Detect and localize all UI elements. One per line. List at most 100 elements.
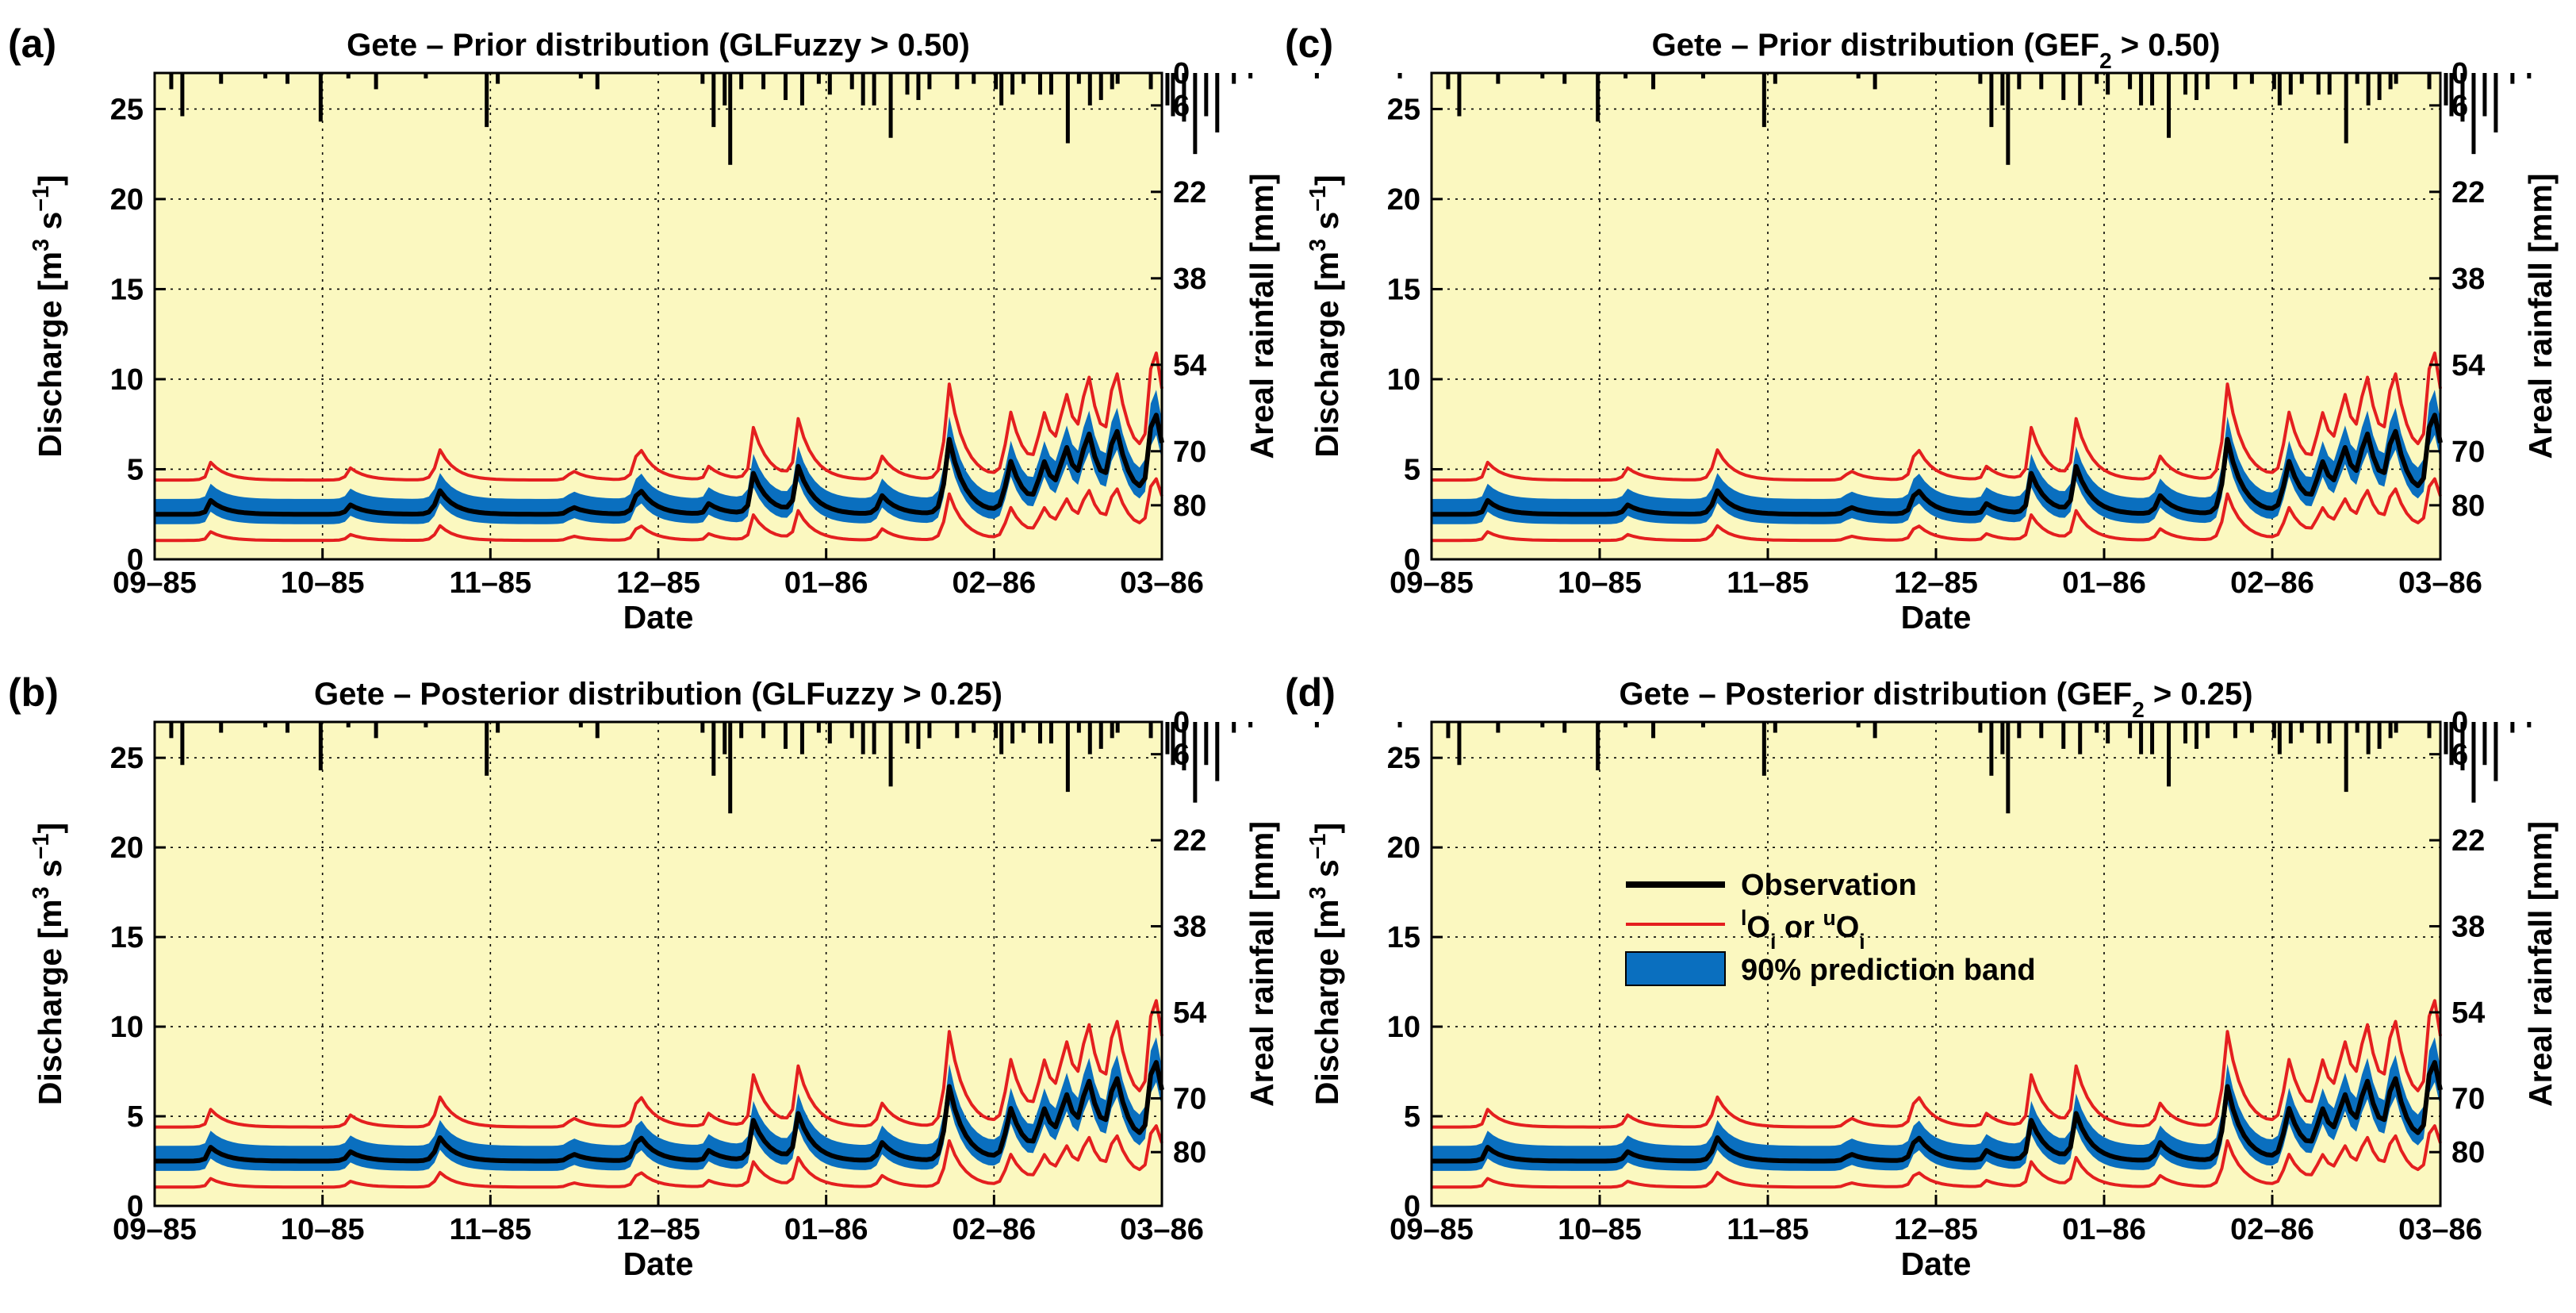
rainfall-bar — [728, 73, 733, 165]
rainfall-bar — [318, 73, 323, 122]
y2-axis-label: Areal rainfall [mm] — [1244, 174, 1280, 459]
rainfall-bar — [2388, 722, 2393, 739]
x-tick-label: 10–85 — [281, 566, 365, 600]
rainfall-bar — [711, 722, 716, 776]
rainfall-bar — [2167, 722, 2172, 787]
rainfall-bar — [927, 73, 932, 90]
y2-tick-label: 6 — [2451, 739, 2468, 772]
rainfall-bar — [1076, 73, 1081, 84]
y2-tick-label: 38 — [2451, 263, 2485, 296]
y2-tick-label: 70 — [2451, 436, 2485, 469]
rainfall-bar — [1562, 722, 1567, 733]
rainfall-bar — [799, 722, 804, 754]
rainfall-bar — [2377, 722, 2382, 749]
text-run: 2 — [2132, 697, 2145, 722]
rainfall-bar — [916, 73, 921, 101]
rainfall-bar — [180, 722, 185, 766]
rainfall-bar — [2150, 73, 2155, 106]
text-run: −1 — [1305, 833, 1331, 859]
rainfall-bar — [1065, 722, 1070, 793]
rainfall-bar — [999, 722, 1004, 754]
y-tick-label: 25 — [110, 93, 144, 126]
rainfall-bar — [2061, 722, 2066, 749]
rainfall-bar — [1232, 722, 1236, 733]
rainfall-bar — [219, 722, 224, 733]
rainfall-bar — [1700, 73, 1705, 79]
rainfall-bar — [2150, 722, 2155, 754]
prediction-band — [1432, 390, 2440, 524]
y2-axis-label: Areal rainfall [mm] — [2522, 821, 2559, 1107]
rainfall-bar — [285, 73, 289, 84]
rainfall-bars — [1446, 722, 2532, 814]
lower-bound-line — [155, 477, 1163, 543]
x-axis-label: Date — [1901, 599, 1972, 635]
rainfall-bar — [994, 722, 999, 739]
rainfall-bar — [496, 722, 500, 733]
observation-line — [155, 1060, 1164, 1164]
chart-title: Gete – Posterior distribution (GLFuzzy >… — [314, 677, 1002, 712]
y-tick-label: 20 — [110, 183, 144, 217]
rainfall-bar — [2355, 722, 2359, 733]
rainfall-bar — [2017, 722, 2022, 739]
rainfall-bar — [872, 722, 876, 754]
text-run: l — [1741, 906, 1746, 930]
rainfall-bar — [2078, 722, 2083, 754]
y2-tick-label: 6 — [1173, 739, 1190, 772]
rainfall-bar — [1193, 73, 1198, 155]
text-run: −1 — [29, 833, 54, 859]
x-tick-label: 12–85 — [616, 1213, 700, 1246]
text-run: Discharge [m — [1309, 251, 1345, 458]
y2-tick-label: 0 — [1173, 57, 1190, 90]
x-tick-label: 01–86 — [2062, 566, 2146, 600]
rainfall-bar — [1397, 73, 1402, 79]
rainfall-bar — [2482, 722, 2487, 766]
rainfall-bar — [263, 73, 268, 79]
rainfall-bar — [2006, 722, 2011, 814]
rainfall-bar — [723, 73, 727, 106]
rainfall-bar — [1232, 73, 1236, 84]
y-tick-label: 5 — [1404, 1100, 1420, 1134]
x-tick-label: 02–86 — [2230, 566, 2314, 600]
rainfall-bar — [2299, 73, 2304, 84]
observation-line — [1432, 413, 2443, 517]
x-tick-label: 09–85 — [113, 1213, 197, 1246]
rainfall-bar — [1773, 73, 1777, 84]
y-tick-label: 25 — [1387, 742, 1420, 775]
y-tick-label: 5 — [127, 453, 144, 486]
x-axis-label: Date — [623, 1246, 694, 1282]
rainfall-bar — [739, 73, 744, 90]
y-tick-label: 0 — [127, 1190, 144, 1223]
rainfall-bar — [374, 73, 378, 90]
rainfall-bar — [888, 73, 893, 138]
rainfall-bar — [1037, 73, 1042, 95]
prediction-band — [1432, 1037, 2440, 1171]
x-tick-label: 09–85 — [1390, 1213, 1474, 1246]
rainfall-bar — [169, 73, 174, 90]
rainfall-bar — [1148, 73, 1153, 90]
rainfall-bar — [2494, 722, 2498, 781]
rainfall-bars — [169, 722, 1447, 814]
rainfall-bar — [994, 73, 999, 90]
rainfall-bar — [2366, 73, 2371, 106]
rainfall-bar — [1182, 73, 1186, 122]
rainfall-bar — [723, 722, 727, 754]
rainfall-bar — [1110, 722, 1114, 739]
rainfall-bar — [2205, 722, 2210, 739]
text-run: Gete – Posterior distribution (GLFuzzy >… — [314, 677, 1002, 712]
rainfall-bar — [2139, 722, 2144, 754]
y-tick-label: 15 — [110, 273, 144, 306]
rainfall-bar — [2128, 73, 2133, 90]
y2-tick-label: 38 — [1173, 263, 1206, 296]
x-tick-label: 10–85 — [1558, 566, 1642, 600]
rainfall-bar — [2128, 722, 2133, 739]
upper-bound-line — [155, 351, 1163, 482]
rainfall-bar — [2000, 73, 2005, 106]
x-tick-label: 01–86 — [784, 566, 868, 600]
rainfall-bar — [2288, 73, 2293, 95]
y-tick-label: 15 — [110, 921, 144, 954]
y2-tick-label: 22 — [1173, 176, 1206, 209]
rainfall-bar — [180, 73, 185, 117]
rainfall-bar — [2039, 73, 2044, 90]
